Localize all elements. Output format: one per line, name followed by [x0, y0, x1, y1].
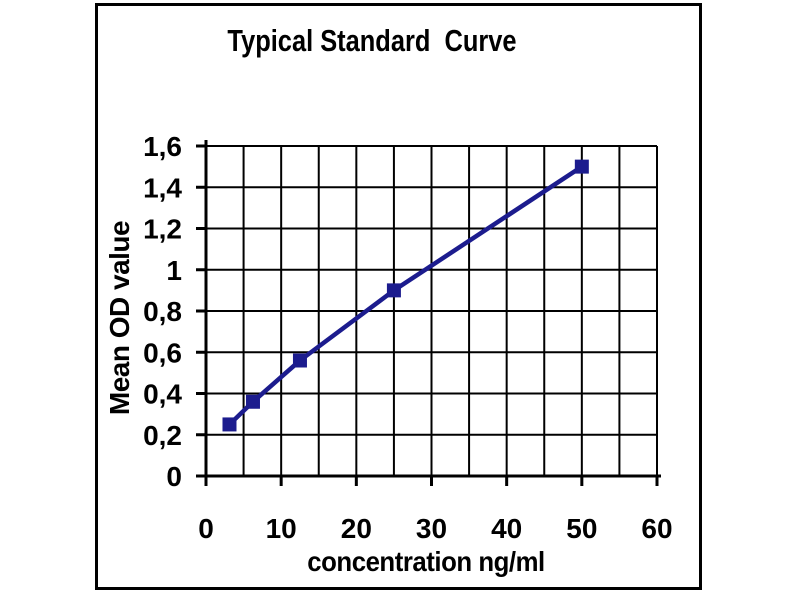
y-tick-label: 1	[166, 255, 182, 286]
x-axis-title: concentration ng/ml	[307, 546, 545, 577]
data-point-marker	[574, 159, 589, 174]
chart-title: Typical Standard Curve	[227, 23, 517, 58]
y-tick-label: 0,4	[143, 379, 182, 410]
x-tick-label: 40	[491, 513, 522, 544]
y-axis-title: Mean OD value	[104, 220, 135, 416]
standard-curve-line	[227, 164, 585, 427]
x-tick-label: 30	[416, 513, 447, 544]
y-tick-label: 0,2	[143, 420, 182, 451]
y-tick-label: 1,6	[143, 131, 182, 162]
y-tick-label: 0,6	[143, 337, 182, 368]
data-point-marker	[386, 283, 401, 298]
data-point-marker	[292, 353, 307, 368]
x-tick-label: 60	[641, 513, 672, 544]
y-tick-label: 1,2	[143, 214, 182, 245]
x-tick-label: 20	[341, 513, 372, 544]
x-tick-label: 0	[198, 513, 214, 544]
x-tick-label: 10	[266, 513, 297, 544]
data-point-marker	[222, 417, 237, 432]
y-tick-label: 0	[166, 461, 182, 492]
data-point-marker	[245, 394, 260, 409]
y-tick-label: 0,8	[143, 296, 182, 327]
y-tick-label: 1,4	[143, 172, 182, 203]
x-tick-label: 50	[566, 513, 597, 544]
